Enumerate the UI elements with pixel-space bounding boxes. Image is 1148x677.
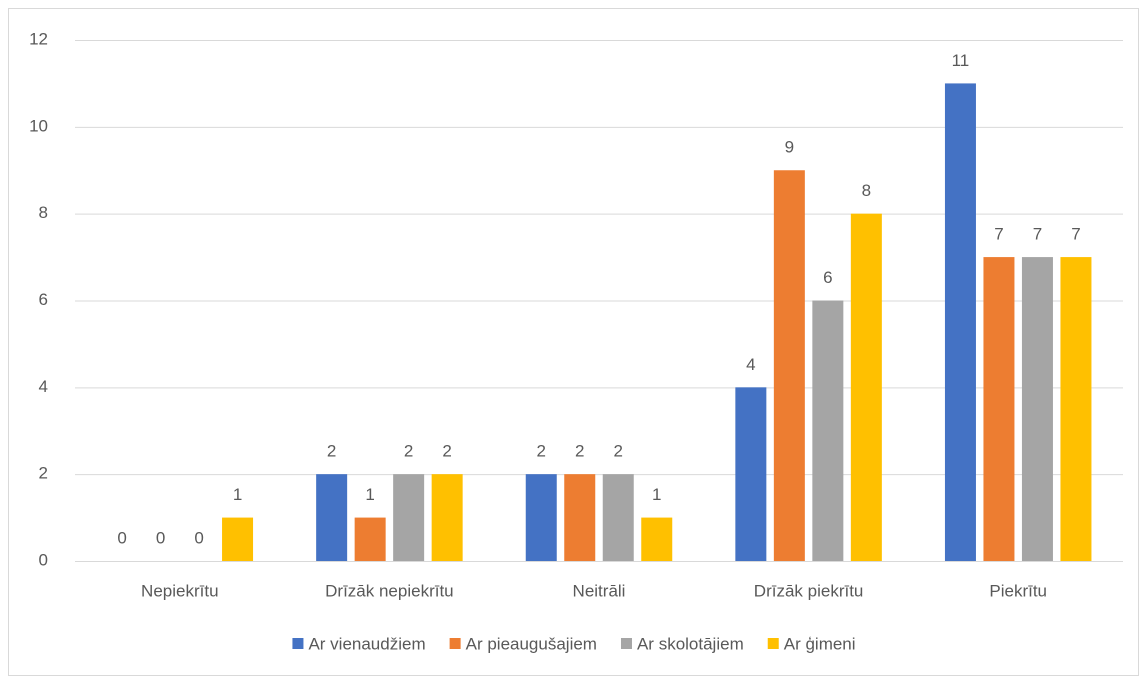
bar xyxy=(983,257,1015,561)
data-label: 2 xyxy=(327,442,336,461)
data-label: 1 xyxy=(233,485,242,504)
x-tick-label: Drīzāk piekrītu xyxy=(754,581,864,600)
data-label: 7 xyxy=(994,225,1003,244)
bar xyxy=(1021,257,1053,561)
y-tick-label: 10 xyxy=(29,116,48,135)
y-tick-label: 4 xyxy=(39,377,48,396)
y-tick-label: 12 xyxy=(29,29,48,48)
x-tick-label: Piekrītu xyxy=(989,581,1047,600)
data-label: 2 xyxy=(404,442,413,461)
bar xyxy=(773,170,805,561)
data-label: 6 xyxy=(823,268,832,287)
y-tick-label: 6 xyxy=(39,290,48,309)
bar xyxy=(812,300,844,561)
legend-swatch xyxy=(620,638,632,649)
data-label: 4 xyxy=(746,355,755,374)
bar xyxy=(354,517,386,561)
legend-swatch xyxy=(449,638,461,649)
legend-label: Ar pieaugušajiem xyxy=(466,634,597,653)
data-label: 0 xyxy=(156,528,165,547)
data-label: 0 xyxy=(117,528,126,547)
y-tick-label: 2 xyxy=(39,464,48,483)
legend-label: Ar ģimeni xyxy=(784,634,856,653)
data-label: 9 xyxy=(785,138,794,157)
legend-label: Ar skolotājiem xyxy=(637,634,744,653)
y-tick-label: 0 xyxy=(39,550,48,569)
bar xyxy=(641,517,673,561)
data-label: 7 xyxy=(1071,225,1080,244)
data-label: 2 xyxy=(614,442,623,461)
y-tick-label: 8 xyxy=(39,203,48,222)
data-label: 0 xyxy=(194,528,203,547)
data-label: 7 xyxy=(1033,225,1042,244)
bar xyxy=(525,474,557,561)
bar xyxy=(316,474,348,561)
data-label: 2 xyxy=(575,442,584,461)
bar xyxy=(735,387,767,561)
bar xyxy=(602,474,634,561)
legend-swatch xyxy=(292,638,304,649)
bar xyxy=(393,474,425,561)
data-label: 1 xyxy=(365,485,374,504)
data-label: 11 xyxy=(952,51,970,70)
legend-label: Ar vienaudžiem xyxy=(308,634,425,653)
legend-swatch xyxy=(767,638,779,649)
data-label: 2 xyxy=(442,442,451,461)
data-label: 1 xyxy=(652,485,661,504)
bar xyxy=(564,474,596,561)
bar xyxy=(431,474,463,561)
x-tick-label: Nepiekrītu xyxy=(141,581,218,600)
data-label: 8 xyxy=(862,181,871,200)
x-tick-label: Neitrāli xyxy=(573,581,626,600)
bar xyxy=(1060,257,1092,561)
bar xyxy=(222,517,254,561)
bar xyxy=(944,83,976,562)
bar xyxy=(850,213,882,561)
x-tick-label: Drīzāk nepiekrītu xyxy=(325,581,454,600)
data-label: 2 xyxy=(537,442,546,461)
